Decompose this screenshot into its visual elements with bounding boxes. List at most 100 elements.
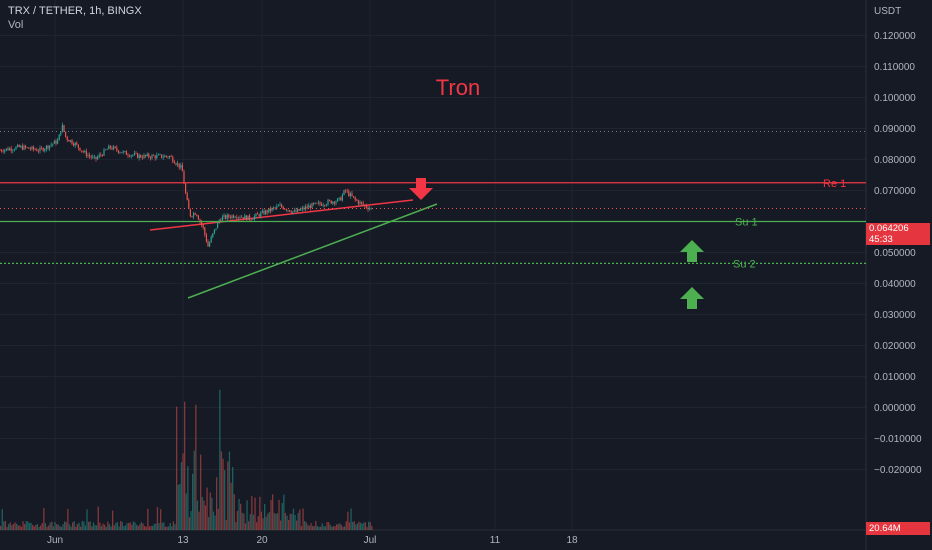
candle-body [285, 209, 287, 211]
candle-body [137, 153, 139, 158]
candle-body [25, 145, 27, 148]
volume-bar [268, 512, 271, 530]
volume-bar [168, 526, 170, 530]
volume-bar [129, 522, 131, 530]
candle-body [177, 163, 179, 165]
volume-bar [371, 525, 373, 530]
volume-bar [267, 513, 269, 530]
volume-bar [33, 526, 35, 530]
volume-bar [70, 526, 72, 530]
candle-body [135, 153, 137, 154]
volume-bar [185, 493, 187, 530]
candle-body [121, 152, 123, 154]
volume-bar [300, 526, 303, 530]
candle-body [170, 156, 172, 157]
volume-bar [128, 523, 130, 530]
volume-bar [321, 523, 323, 530]
candle-body [2, 151, 4, 152]
volume-bar [49, 522, 51, 530]
candle-body [117, 150, 119, 153]
candle-body [0, 150, 1, 151]
volume-bar [184, 401, 186, 530]
volume-bar [304, 521, 306, 530]
symbol-label[interactable]: TRX / TETHER, 1h, BINGX [8, 5, 142, 17]
volume-bar [188, 517, 191, 530]
volume-bar [331, 526, 333, 530]
volume-bar [1, 509, 3, 530]
candle-body [346, 191, 348, 192]
candle-body [308, 205, 310, 208]
volume-bar [145, 526, 147, 530]
candle-body [140, 155, 142, 158]
volume-bar [180, 462, 183, 530]
candle-body [263, 210, 265, 215]
candle-body [1, 150, 3, 152]
volume-bar [158, 523, 160, 530]
volume-bar [67, 508, 69, 530]
candle-body [191, 216, 193, 217]
candle-body [113, 146, 115, 150]
volume-bar [48, 525, 50, 530]
price-tick-label: −0.020000 [874, 465, 922, 476]
volume-bar [358, 521, 360, 530]
volume-bar [345, 521, 347, 530]
volume-bar [38, 526, 40, 530]
volume-bar [294, 514, 296, 530]
volume-bar [324, 526, 327, 530]
candle-body [183, 171, 185, 184]
volume-bar [251, 495, 253, 530]
volume-bar [17, 525, 19, 530]
volume-bar [56, 524, 58, 530]
volume-bar [356, 523, 359, 530]
volume-bar [148, 526, 151, 530]
candle-body [369, 208, 371, 210]
volume-bar [152, 525, 154, 530]
volume-bar [280, 520, 282, 530]
volume-bar [88, 521, 90, 530]
volume-bar [286, 515, 288, 530]
volume-bar [147, 508, 149, 530]
candle-body [338, 197, 340, 199]
volume-bar [123, 526, 125, 530]
candle-body [41, 147, 43, 149]
price-tick-label: 0.030000 [874, 310, 916, 321]
candle-body [322, 205, 324, 206]
candle-body [28, 147, 30, 149]
volume-bar [54, 522, 56, 530]
price-tick-label: 0.020000 [874, 341, 916, 352]
current-price-value: 0.064206 [869, 223, 909, 234]
volume-bar [232, 467, 234, 530]
candle-body [172, 156, 174, 162]
volume-bar [283, 494, 285, 530]
volume-bar [172, 521, 175, 530]
volume-bar [203, 500, 205, 530]
price-tick-label: 0.040000 [874, 279, 916, 290]
volume-bar [166, 526, 168, 530]
volume-bar [169, 523, 171, 530]
candle-body [81, 150, 83, 152]
volume-bar [75, 526, 77, 530]
candle-body [313, 203, 315, 204]
price-tick-label: −0.010000 [874, 434, 922, 445]
volume-bar [195, 404, 197, 530]
volume-bar [224, 470, 226, 530]
volume-bar [140, 522, 143, 530]
candle-body [34, 149, 36, 150]
volume-bar [120, 521, 122, 530]
volume-label[interactable]: Vol [8, 19, 24, 31]
chart-title: Tron [436, 75, 480, 100]
candle-body [149, 157, 151, 159]
candle-body [153, 155, 155, 156]
volume-bar [4, 521, 7, 530]
candle-body [92, 156, 94, 158]
volume-bar [352, 522, 354, 530]
candle-body [260, 212, 262, 217]
candle-body [241, 217, 243, 218]
candle-body [210, 236, 212, 243]
volume-bar [238, 498, 240, 530]
candle-body [186, 193, 188, 201]
volume-bar [348, 522, 351, 530]
current-price-tag: 0.064206 45:33 [866, 223, 930, 245]
candle-body [321, 204, 323, 206]
